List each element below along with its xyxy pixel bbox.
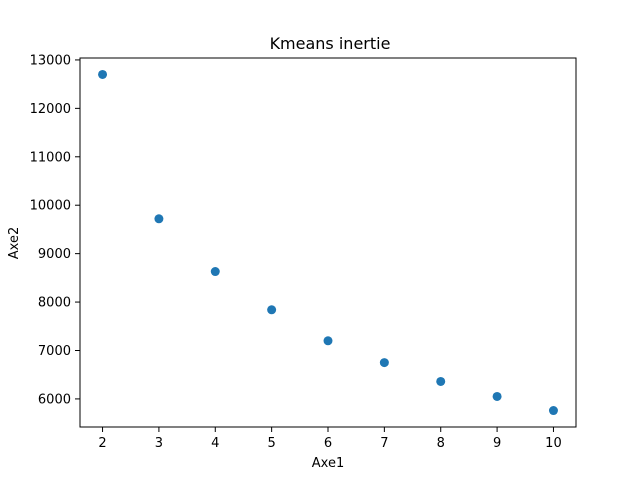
data-point [98, 69, 108, 79]
y-tick-label: 10000 [30, 199, 71, 214]
data-point [436, 376, 446, 386]
data-point [548, 406, 558, 416]
chart-title: Kmeans inertie [270, 34, 391, 53]
y-tick-label: 13000 [30, 53, 71, 68]
x-tick-label: 5 [267, 436, 275, 451]
y-axis-label: Axe2 [7, 227, 22, 259]
x-tick-label: 3 [155, 436, 163, 451]
y-tick-label: 8000 [38, 296, 71, 311]
x-axis-label: Axe1 [312, 456, 344, 471]
x-tick-label: 6 [324, 436, 332, 451]
y-tick-label: 11000 [30, 150, 71, 165]
data-point [492, 391, 502, 401]
data-point [267, 305, 277, 315]
x-tick-label: 7 [380, 436, 388, 451]
x-tick-label: 10 [545, 436, 562, 451]
y-tick-label: 7000 [38, 344, 71, 359]
data-point [154, 214, 164, 224]
data-point [323, 336, 333, 346]
plot-frame [79, 57, 577, 428]
y-tick-label: 12000 [30, 102, 71, 117]
x-tick-label: 4 [211, 436, 219, 451]
x-tick-label: 8 [437, 436, 445, 451]
x-tick-label: 2 [98, 436, 106, 451]
data-point [379, 358, 389, 368]
plot-area: 2 3 4 5 6 7 8 9 10 6000 7000 8000 9000 10000 11000 1200… [30, 53, 577, 451]
x-tick-label: 9 [493, 436, 501, 451]
y-tick-label: 6000 [38, 392, 71, 407]
data-point [210, 267, 220, 277]
y-tick-label: 9000 [38, 247, 71, 262]
